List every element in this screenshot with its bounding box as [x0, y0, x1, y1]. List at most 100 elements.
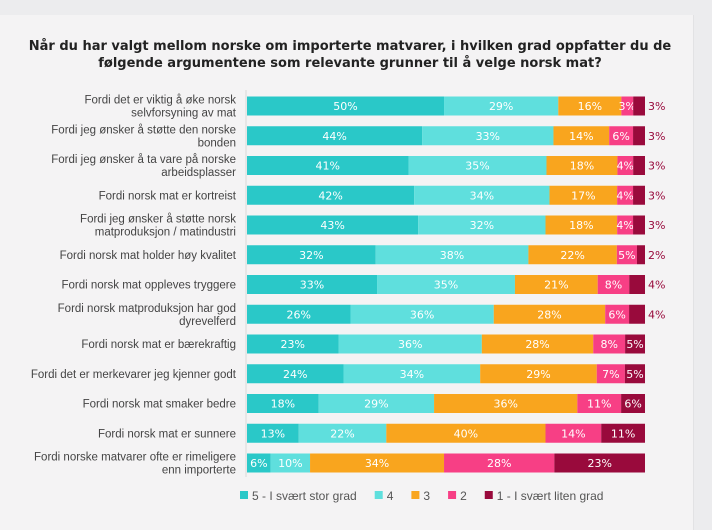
bar-segment: [545, 215, 618, 235]
category-label: Fordi norsk mat er sunnere: [98, 428, 236, 440]
data-label: 8%: [600, 338, 617, 351]
data-label: 29%: [489, 100, 513, 113]
data-label: 33%: [476, 130, 500, 143]
data-label: 50%: [333, 100, 357, 113]
legend-label: 1 - I svært liten grad: [497, 489, 604, 503]
category-label: Fordi norsk mat er bærekraftig: [81, 339, 236, 351]
data-label: 34%: [470, 189, 494, 202]
category-label: Fordi norske matvarer ofte er rimeligere…: [34, 452, 236, 477]
data-label: 3%: [648, 189, 665, 202]
data-label: 36%: [398, 338, 422, 351]
bar-segment: [418, 215, 546, 235]
bar-segment: [444, 96, 559, 116]
bar-segment: [554, 453, 645, 473]
bar-segment: [310, 453, 445, 473]
bar-segment: [617, 215, 634, 235]
data-label: 34%: [400, 368, 424, 381]
bar-segment: [545, 423, 602, 443]
bar-segment: [247, 453, 271, 473]
bar-segment: [247, 364, 344, 384]
bar-segment: [629, 275, 645, 294]
data-label: 24%: [283, 368, 307, 381]
bar-segment: [247, 96, 445, 116]
bar-segment: [377, 275, 515, 294]
legend-swatch: [448, 491, 457, 499]
category-label: Fordi norsk matproduksjon har god dyrevel…: [58, 303, 236, 328]
data-label: 38%: [440, 249, 464, 262]
bar-segment: [601, 423, 645, 443]
bar-segment: [408, 156, 547, 175]
data-label: 4%: [616, 219, 633, 232]
bar-segment: [247, 423, 299, 443]
legend-label: 5 - I svært stor grad: [252, 489, 357, 503]
data-label: 21%: [544, 279, 568, 292]
data-label: 2%: [648, 249, 665, 262]
data-label: 18%: [569, 219, 593, 232]
bar-segment: [617, 185, 634, 205]
bar-segment: [609, 126, 634, 146]
data-label: 3%: [648, 160, 665, 173]
bar-segment: [444, 453, 555, 473]
legend-label: 4: [387, 489, 394, 503]
category-label: Fordi det er viktig å øke norsk selvforsy…: [85, 95, 237, 120]
data-label: 8%: [605, 279, 622, 292]
bar-segment: [617, 156, 634, 175]
data-label: 23%: [587, 457, 611, 470]
bar-segment: [558, 96, 622, 116]
data-label: 13%: [261, 427, 285, 440]
category-label: Fordi det er merkevarer jeg kjenner godt: [31, 369, 237, 381]
legend-swatch: [240, 491, 248, 499]
data-label: 40%: [454, 427, 478, 440]
bar-segment: [625, 334, 645, 354]
data-label: 14%: [561, 427, 585, 440]
bar-segment: [633, 96, 645, 116]
chart-title: Når du har valgt mellom norske om import…: [28, 39, 672, 71]
bar-segment: [636, 245, 645, 265]
data-label: 32%: [470, 219, 494, 232]
bar-segment: [481, 334, 594, 354]
data-label: 5%: [626, 368, 643, 381]
bar-segment: [386, 423, 546, 443]
bar-segment: [621, 96, 634, 116]
data-label: 18%: [271, 398, 295, 411]
data-label: 44%: [322, 130, 346, 143]
category-label: Fordi norsk mat er kortreist: [99, 190, 237, 202]
bar-segment: [633, 185, 645, 205]
bar-segment: [593, 334, 626, 354]
category-label: Fordi norsk mat smaker bedre: [83, 399, 236, 411]
data-label: 35%: [465, 160, 489, 173]
legend-swatch: [374, 491, 383, 499]
bar-segment: [633, 126, 645, 146]
bar-segment: [247, 304, 351, 324]
bar-segment: [597, 275, 630, 294]
bar-segment: [493, 304, 606, 324]
bar-segment: [375, 245, 529, 265]
data-label: 18%: [570, 160, 594, 173]
category-label: Fordi norsk mat holder høy kvalitet: [60, 250, 237, 262]
data-label: 5%: [618, 249, 635, 262]
bar-segment: [247, 126, 423, 146]
bar-segment: [247, 245, 376, 265]
bar-segment: [318, 394, 435, 413]
bar-segment: [414, 185, 550, 205]
bar-segment: [528, 245, 617, 265]
data-label: 41%: [316, 160, 340, 173]
legend-label: 3: [423, 489, 430, 503]
data-label: 7%: [602, 368, 619, 381]
data-label: 6%: [624, 398, 641, 411]
bar-segment: [338, 334, 482, 354]
data-label: 11%: [587, 398, 611, 411]
data-label: 28%: [487, 457, 511, 470]
data-label: 29%: [364, 398, 388, 411]
bar-segment: [633, 215, 645, 235]
data-label: 29%: [526, 368, 550, 381]
data-label: 22%: [330, 427, 354, 440]
category-label: Fordi norsk mat oppleves tryggere: [62, 280, 237, 292]
bar-segment: [247, 334, 339, 354]
data-label: 3%: [648, 130, 665, 143]
data-label: 4%: [648, 308, 665, 321]
data-label: 14%: [569, 130, 593, 143]
data-label: 42%: [318, 189, 342, 202]
category-label: Fordi jeg ønsker å støtte den norske bond…: [51, 124, 236, 149]
